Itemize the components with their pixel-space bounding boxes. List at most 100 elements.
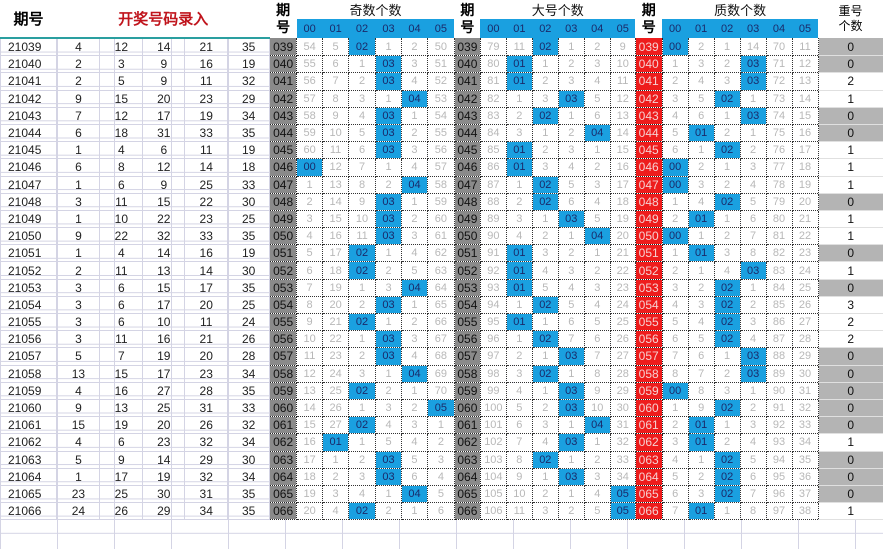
odd-count-cell[interactable]: 20: [322, 296, 350, 315]
odd-count-cell[interactable]: 3: [348, 468, 377, 486]
big-count-cell[interactable]: 12: [610, 90, 636, 108]
draw-number-cell[interactable]: 10: [142, 313, 186, 332]
period-cell[interactable]: 21066: [0, 502, 58, 521]
prime-count-cell[interactable]: 02: [714, 468, 741, 486]
draw-number-cell[interactable]: 3: [56, 296, 101, 315]
repeat-count-cell[interactable]: 1: [818, 502, 883, 521]
draw-number-cell[interactable]: 6: [56, 158, 101, 177]
draw-number-cell[interactable]: 6: [99, 433, 144, 452]
big-count-cell[interactable]: 106: [480, 502, 507, 521]
odd-count-cell[interactable]: 6: [427, 502, 455, 521]
odd-count-cell[interactable]: 4: [348, 485, 377, 504]
odd-count-cell[interactable]: 03: [375, 227, 402, 246]
big-count-cell[interactable]: 2: [506, 347, 533, 366]
draw-number-cell[interactable]: 21: [184, 38, 229, 57]
prime-count-cell[interactable]: 3: [714, 244, 741, 263]
draw-number-cell[interactable]: 33: [227, 176, 271, 194]
big-count-cell[interactable]: 01: [506, 72, 533, 91]
prime-count-cell[interactable]: 8: [740, 502, 767, 521]
prime-count-cell[interactable]: 5: [662, 468, 689, 486]
odd-count-cell[interactable]: 64: [427, 279, 455, 297]
odd-count-cell[interactable]: 04: [401, 279, 428, 297]
prime-count-cell[interactable]: 4: [714, 261, 741, 280]
prime-count-cell[interactable]: 4: [688, 313, 715, 332]
prime-count-cell[interactable]: 2: [740, 399, 767, 418]
prime-count-cell[interactable]: 7: [662, 347, 689, 366]
big-count-cell[interactable]: 1: [558, 38, 585, 57]
period-cell[interactable]: 21062: [0, 433, 58, 452]
big-count-cell[interactable]: 05: [610, 502, 636, 521]
odd-count-cell[interactable]: 03: [375, 193, 402, 211]
big-count-cell[interactable]: 31: [610, 416, 636, 435]
odd-count-cell[interactable]: 58: [296, 107, 324, 125]
draw-number-cell[interactable]: 12: [99, 38, 144, 57]
repeat-count-cell[interactable]: 0: [818, 382, 883, 400]
big-count-cell[interactable]: 16: [610, 158, 636, 177]
draw-number-cell[interactable]: 14: [184, 261, 229, 280]
draw-number-cell[interactable]: 9: [142, 176, 186, 194]
prime-count-cell[interactable]: 00: [662, 227, 689, 246]
draw-number-cell[interactable]: 19: [99, 416, 144, 435]
odd-count-cell[interactable]: 5: [322, 38, 350, 57]
draw-number-cell[interactable]: 13: [99, 399, 144, 418]
prime-count-cell[interactable]: 03: [740, 261, 767, 280]
draw-number-cell[interactable]: 20: [142, 90, 186, 108]
draw-number-cell[interactable]: 7: [56, 107, 101, 125]
big-count-cell[interactable]: 02: [532, 38, 559, 57]
prime-count-cell[interactable]: 1: [714, 210, 741, 229]
odd-count-cell[interactable]: 2: [348, 451, 377, 469]
odd-count-cell[interactable]: 57: [427, 158, 455, 177]
odd-count-cell[interactable]: 15: [296, 416, 324, 435]
big-count-cell[interactable]: 15: [610, 141, 636, 160]
prime-count-cell[interactable]: 01: [688, 433, 715, 452]
big-count-cell[interactable]: 103: [480, 451, 507, 469]
odd-count-cell[interactable]: 1: [348, 279, 377, 297]
draw-number-cell[interactable]: 6: [99, 279, 144, 297]
draw-number-cell[interactable]: 17: [99, 468, 144, 486]
prime-count-cell[interactable]: 3: [714, 382, 741, 400]
odd-count-cell[interactable]: 03: [375, 72, 402, 91]
odd-count-cell[interactable]: 6: [348, 141, 377, 160]
prime-count-cell[interactable]: 37: [792, 485, 819, 504]
odd-count-cell[interactable]: 58: [427, 176, 455, 194]
prime-count-cell[interactable]: 4: [662, 451, 689, 469]
draw-number-cell[interactable]: 4: [56, 382, 101, 400]
prime-count-cell[interactable]: 3: [688, 176, 715, 194]
odd-count-cell[interactable]: 1: [296, 176, 324, 194]
big-count-cell[interactable]: 4: [558, 158, 585, 177]
prime-count-cell[interactable]: 1: [688, 141, 715, 160]
odd-count-cell[interactable]: 2: [427, 433, 455, 452]
draw-number-cell[interactable]: 19: [227, 55, 271, 74]
prime-count-cell[interactable]: 4: [740, 433, 767, 452]
draw-number-cell[interactable]: 1: [56, 244, 101, 263]
big-count-cell[interactable]: 6: [558, 193, 585, 211]
prime-count-cell[interactable]: 85: [766, 296, 793, 315]
big-count-cell[interactable]: 4: [506, 382, 533, 400]
prime-count-cell[interactable]: 84: [766, 279, 793, 297]
prime-count-cell[interactable]: 9: [688, 399, 715, 418]
odd-count-cell[interactable]: 04: [401, 365, 428, 383]
draw-number-cell[interactable]: 35: [227, 38, 271, 57]
prime-count-cell[interactable]: 2: [662, 210, 689, 229]
odd-count-cell[interactable]: 10: [296, 330, 324, 349]
odd-count-cell[interactable]: 2: [322, 468, 350, 486]
prime-count-cell[interactable]: 22: [792, 227, 819, 246]
draw-number-cell[interactable]: 4: [56, 38, 101, 57]
big-count-cell[interactable]: 2: [532, 227, 559, 246]
big-count-cell[interactable]: 11: [506, 502, 533, 521]
prime-count-cell[interactable]: 4: [688, 193, 715, 211]
big-count-cell[interactable]: 102: [480, 433, 507, 452]
draw-number-cell[interactable]: 23: [56, 485, 101, 504]
prime-count-cell[interactable]: 24: [792, 261, 819, 280]
big-count-cell[interactable]: 1: [584, 244, 611, 263]
draw-number-cell[interactable]: 29: [227, 90, 271, 108]
draw-number-cell[interactable]: 31: [142, 124, 186, 143]
big-count-cell[interactable]: 2: [584, 158, 611, 177]
odd-count-cell[interactable]: 1: [401, 193, 428, 211]
prime-count-cell[interactable]: 79: [766, 193, 793, 211]
big-count-cell[interactable]: 25: [610, 313, 636, 332]
big-count-cell[interactable]: 4: [506, 227, 533, 246]
prime-count-cell[interactable]: 02: [714, 193, 741, 211]
draw-number-cell[interactable]: 19: [142, 347, 186, 366]
odd-count-cell[interactable]: 5: [427, 485, 455, 504]
